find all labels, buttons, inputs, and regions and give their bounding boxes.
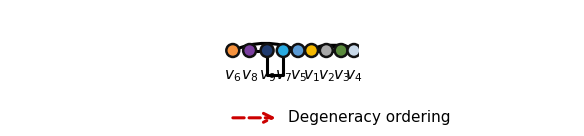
- Circle shape: [291, 44, 304, 57]
- Text: $v_{1}$: $v_{1}$: [303, 68, 320, 84]
- Text: Degeneracy ordering: Degeneracy ordering: [288, 110, 450, 125]
- Circle shape: [347, 44, 360, 57]
- Circle shape: [335, 44, 347, 57]
- FancyArrowPatch shape: [298, 50, 311, 53]
- Circle shape: [260, 44, 273, 57]
- Text: $v_{3}$: $v_{3}$: [333, 68, 350, 84]
- FancyArrowPatch shape: [311, 45, 354, 50]
- Text: $v_{6}$: $v_{6}$: [224, 68, 241, 84]
- FancyArrowPatch shape: [311, 45, 341, 50]
- Text: $v_{5}$: $v_{5}$: [290, 68, 307, 84]
- Circle shape: [243, 44, 256, 57]
- Text: $v_{9}$: $v_{9}$: [259, 68, 276, 84]
- FancyArrowPatch shape: [298, 48, 311, 50]
- Circle shape: [320, 44, 333, 57]
- Text: $v_{2}$: $v_{2}$: [318, 68, 335, 84]
- Circle shape: [277, 44, 290, 57]
- Text: $v_{8}$: $v_{8}$: [241, 68, 258, 84]
- Text: $v_{7}$: $v_{7}$: [275, 68, 291, 84]
- Text: $v_{4}$: $v_{4}$: [345, 68, 363, 84]
- Circle shape: [305, 44, 318, 57]
- FancyArrowPatch shape: [233, 43, 298, 50]
- FancyArrowPatch shape: [326, 45, 354, 50]
- Circle shape: [227, 44, 239, 57]
